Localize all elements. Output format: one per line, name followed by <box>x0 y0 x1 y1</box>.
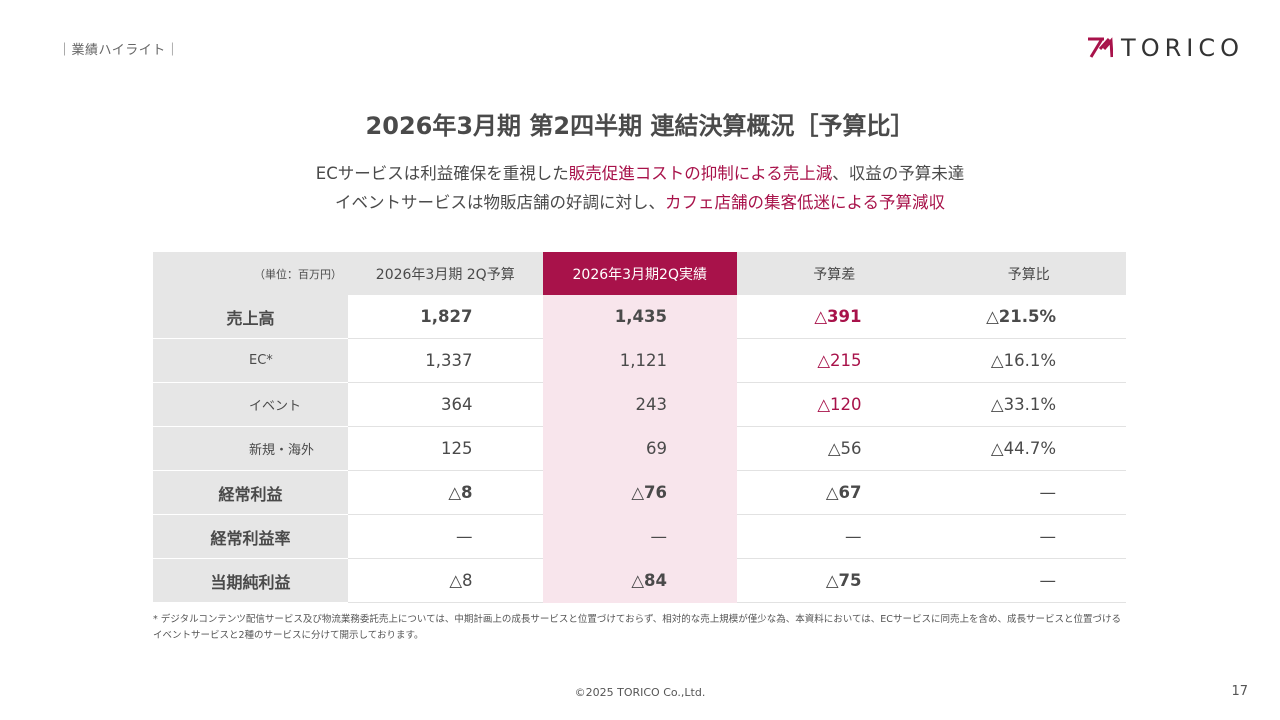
table-row-ordinary-income: 経常利益 △8 △76 △67 — <box>153 470 1126 515</box>
row-label: EC* <box>153 338 348 383</box>
cell-actual: 1,121 <box>542 338 737 383</box>
table-row-net-income: 当期純利益 △8 △84 △75 — <box>153 558 1126 603</box>
cell-ratio: △33.1% <box>931 382 1126 427</box>
cell-actual: — <box>542 514 737 559</box>
cell-budget: 125 <box>348 426 543 471</box>
cell-budget: 1,337 <box>348 338 543 383</box>
cell-actual: 243 <box>542 382 737 427</box>
footnote: * デジタルコンテンツ配信サービス及び物流業務委託売上については、中期計画上の成… <box>153 614 1121 641</box>
cell-ratio: △44.7% <box>931 426 1126 471</box>
cell-diff: △391 <box>737 295 932 339</box>
logo-text: TORICO <box>1121 34 1244 62</box>
column-header-actual: 2026年3月期2Q実績 <box>542 252 737 295</box>
cell-diff: △215 <box>737 338 932 383</box>
cell-budget: △8 <box>348 558 543 603</box>
cell-diff: △75 <box>737 558 932 603</box>
results-table: （単位：百万円） 2026年3月期 2Q予算 2026年3月期2Q実績 予算差 … <box>153 252 1126 603</box>
subtitle-line-1-pre: ECサービスは利益確保を重視した <box>315 164 569 183</box>
cell-budget: △8 <box>348 470 543 515</box>
row-label: イベント <box>153 382 348 427</box>
page-number: 17 <box>1231 684 1248 699</box>
cell-diff: △56 <box>737 426 932 471</box>
cell-ratio: △21.5% <box>931 295 1126 339</box>
row-label: 経常利益 <box>153 470 348 515</box>
cell-budget: — <box>348 514 543 559</box>
subtitle-line-2-pre: イベントサービスは物販店舗の好調に対し、 <box>334 193 665 212</box>
cell-actual: △84 <box>542 558 737 603</box>
table-row-sales: 売上高 1,827 1,435 △391 △21.5% <box>153 295 1126 339</box>
unit-label: （単位：百万円） <box>153 252 348 295</box>
column-header-diff: 予算差 <box>737 252 932 295</box>
cell-diff: △120 <box>737 382 932 427</box>
table-row-ordinary-margin: 経常利益率 — — — — <box>153 514 1126 559</box>
subtitle-line-1-highlight: 販売促進コストの抑制による売上減 <box>568 164 833 183</box>
row-label: 売上高 <box>153 295 348 339</box>
copyright: ©2025 TORICO Co.,Ltd. <box>574 686 706 699</box>
column-header-budget: 2026年3月期 2Q予算 <box>348 252 543 295</box>
page-title: 2026年3月期 第2四半期 連結決算概況［予算比］ <box>365 112 915 140</box>
cell-ratio: — <box>931 558 1126 603</box>
cell-budget: 1,827 <box>348 295 543 339</box>
subtitle-line-2-highlight: カフェ店舗の集客低迷による予算減収 <box>664 193 945 212</box>
cell-diff: △67 <box>737 470 932 515</box>
column-header-ratio: 予算比 <box>931 252 1126 295</box>
row-label: 当期純利益 <box>153 558 348 603</box>
cell-ratio: — <box>931 470 1126 515</box>
table-row-event: イベント 364 243 △120 △33.1% <box>153 382 1126 427</box>
cell-actual: 1,435 <box>542 295 737 339</box>
table-row-new-overseas: 新規・海外 125 69 △56 △44.7% <box>153 426 1126 471</box>
table-header-row: （単位：百万円） 2026年3月期 2Q予算 2026年3月期2Q実績 予算差 … <box>153 252 1126 295</box>
torico-logo-icon <box>1088 37 1114 58</box>
subtitle-line-1: ECサービスは利益確保を重視した販売促進コストの抑制による売上減、収益の予算未達 <box>0 160 1280 184</box>
section-label: ｜業績ハイライト｜ <box>58 43 180 58</box>
torico-logo: TORICO <box>1087 34 1244 62</box>
subtitle-line-1-post: 、収益の予算未達 <box>832 164 965 183</box>
table-row-ec: EC* 1,337 1,121 △215 △16.1% <box>153 338 1126 383</box>
cell-actual: △76 <box>542 470 737 515</box>
subtitle-line-2: イベントサービスは物販店舗の好調に対し、カフェ店舗の集客低迷による予算減収 <box>0 189 1280 213</box>
row-label: 新規・海外 <box>153 426 348 471</box>
row-label: 経常利益率 <box>153 514 348 559</box>
cell-budget: 364 <box>348 382 543 427</box>
cell-ratio: — <box>931 514 1126 559</box>
cell-ratio: △16.1% <box>931 338 1126 383</box>
cell-diff: — <box>737 514 932 559</box>
cell-actual: 69 <box>542 426 737 471</box>
